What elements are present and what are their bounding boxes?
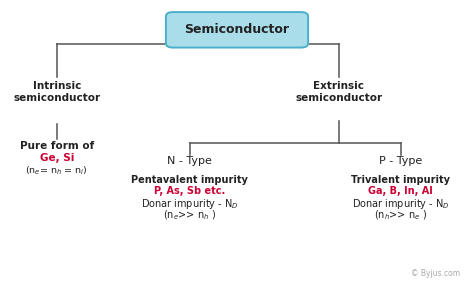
Text: Intrinsic
semiconductor: Intrinsic semiconductor xyxy=(13,81,100,103)
Text: P - Type: P - Type xyxy=(379,156,422,166)
Text: P, As, Sb etc.: P, As, Sb etc. xyxy=(154,186,225,196)
Text: (n$_e$= n$_h$ = n$_i$): (n$_e$= n$_h$ = n$_i$) xyxy=(26,165,88,177)
Text: (n$_h$>> n$_e$ ): (n$_h$>> n$_e$ ) xyxy=(374,209,427,222)
FancyBboxPatch shape xyxy=(166,12,308,47)
Text: Pentavalent impurity: Pentavalent impurity xyxy=(131,175,248,185)
Text: Extrinsic
semiconductor: Extrinsic semiconductor xyxy=(295,81,383,103)
Text: © Byjus.com: © Byjus.com xyxy=(410,269,460,278)
Text: Semiconductor: Semiconductor xyxy=(184,23,290,36)
Text: Donar impurity - N$_D$: Donar impurity - N$_D$ xyxy=(141,197,238,211)
Text: (n$_e$>> n$_h$ ): (n$_e$>> n$_h$ ) xyxy=(163,209,216,222)
Text: Ga, B, In, Al: Ga, B, In, Al xyxy=(368,186,433,196)
Text: Trivalent impurity: Trivalent impurity xyxy=(351,175,450,185)
Text: Ge, Si: Ge, Si xyxy=(40,153,74,163)
Text: Pure form of: Pure form of xyxy=(20,141,94,151)
Text: N - Type: N - Type xyxy=(167,156,212,166)
Text: Donar impurity - N$_D$: Donar impurity - N$_D$ xyxy=(352,197,449,211)
